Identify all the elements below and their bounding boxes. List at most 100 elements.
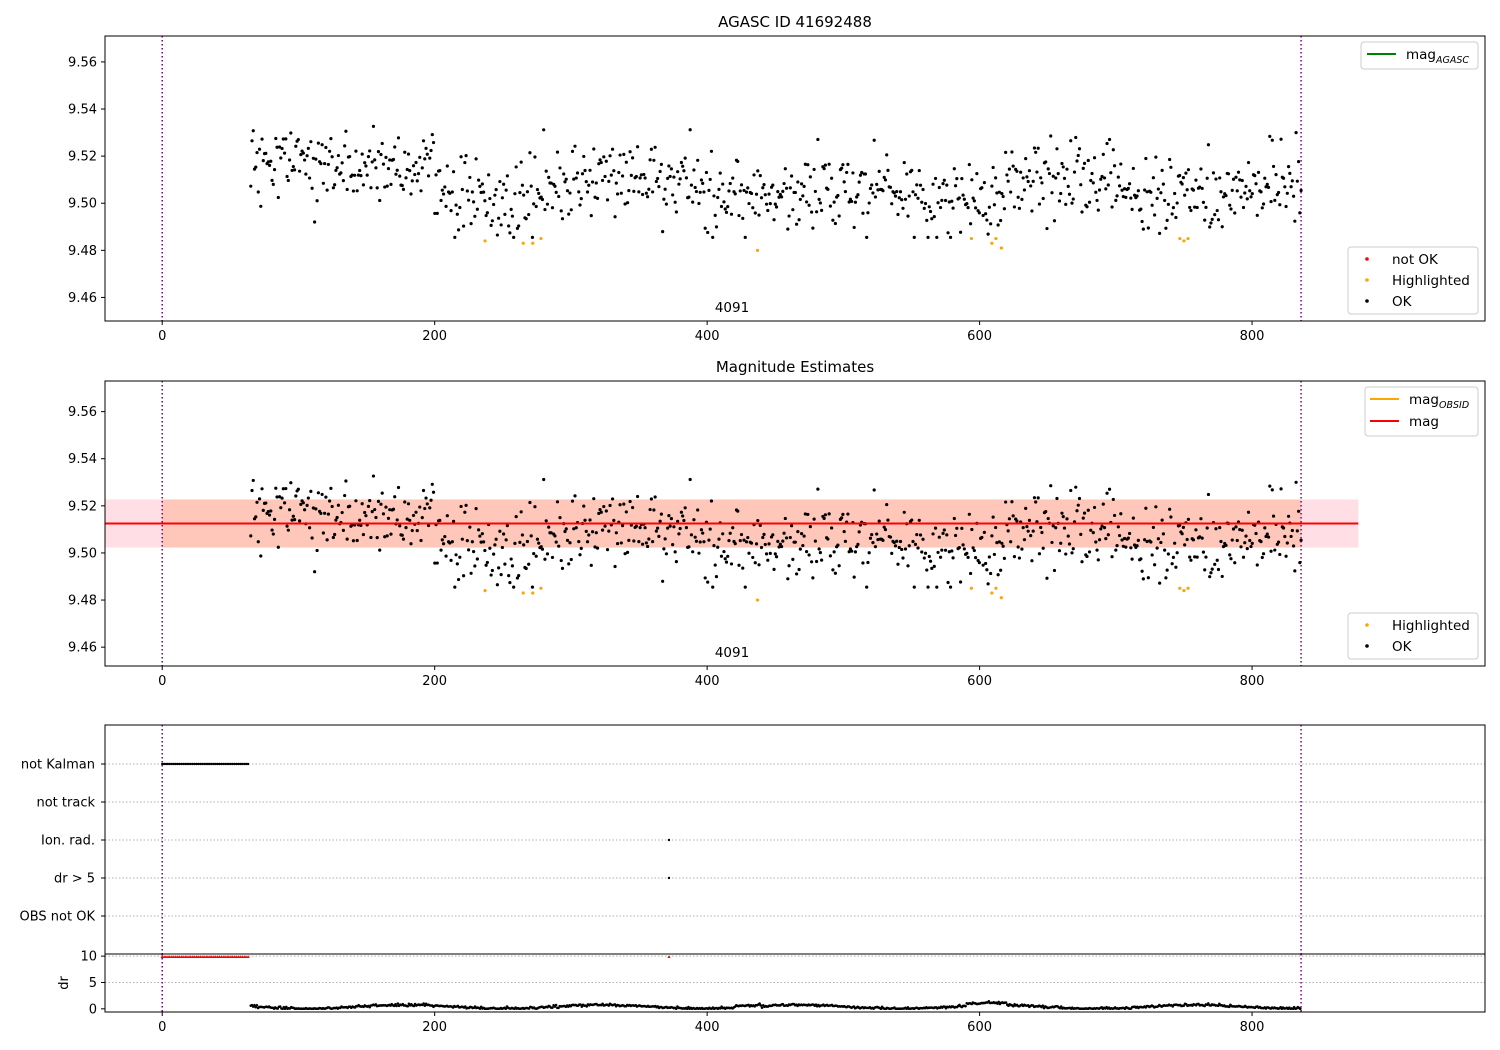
ok-point: [453, 585, 457, 589]
ok-point: [1070, 201, 1074, 205]
ok-point: [744, 190, 749, 194]
ok-point: [940, 198, 944, 202]
ok-point: [971, 546, 975, 550]
ok-point: [982, 181, 986, 185]
ok-point: [354, 149, 358, 153]
ok-point: [1067, 542, 1072, 546]
ok-point: [316, 491, 320, 495]
ok-point: [503, 562, 507, 566]
ok-point: [489, 223, 493, 227]
ok-point: [967, 512, 971, 516]
ok-point: [269, 159, 273, 163]
ok-point: [861, 211, 865, 215]
ok-point: [1045, 576, 1049, 580]
flag-point: [185, 762, 189, 766]
ok-point: [260, 487, 264, 491]
xtick-label: 600: [967, 1020, 992, 1035]
ok-point: [721, 532, 725, 536]
ok-point: [428, 506, 432, 510]
ok-point: [746, 186, 750, 190]
ok-point: [881, 189, 885, 193]
ok-point: [492, 202, 496, 207]
ok-point: [443, 535, 447, 539]
ok-point: [654, 179, 658, 184]
ok-point: [950, 199, 954, 203]
ok-point: [385, 184, 389, 188]
ok-point: [797, 218, 801, 222]
ok-point: [575, 171, 580, 175]
ok-point: [336, 153, 340, 158]
ok-point: [369, 535, 373, 540]
ok-point: [992, 203, 996, 207]
ok-point: [674, 560, 679, 564]
ok-point: [651, 540, 655, 544]
ytick-label: 9.50: [68, 546, 97, 561]
ok-point: [1085, 554, 1089, 559]
ok-point: [723, 207, 727, 211]
ok-point: [256, 190, 260, 194]
ok-point: [990, 184, 994, 188]
ok-point: [699, 178, 704, 182]
ok-point: [843, 190, 848, 194]
ok-point: [321, 181, 325, 185]
ok-point: [1051, 524, 1055, 528]
ok-point: [1268, 484, 1272, 488]
ok-point: [1266, 535, 1271, 539]
ok-point: [861, 561, 865, 565]
ok-point: [629, 173, 633, 177]
ok-point: [1135, 544, 1139, 548]
ok-point: [411, 164, 416, 168]
ok-point: [1286, 514, 1291, 518]
ok-point: [468, 525, 472, 529]
ok-point: [535, 187, 540, 192]
ok-point: [661, 229, 665, 234]
xtick-label: 800: [1240, 1020, 1265, 1035]
ok-point: [1074, 135, 1078, 140]
ok-point: [1092, 505, 1097, 510]
ok-point: [798, 547, 802, 551]
ok-point: [805, 550, 809, 554]
ok-point: [340, 161, 344, 165]
ok-point: [282, 501, 287, 505]
ok-point: [365, 173, 369, 177]
ok-point: [1061, 515, 1065, 519]
ok-point: [555, 500, 560, 504]
ok-point: [1271, 164, 1276, 169]
ok-point: [774, 205, 779, 209]
ok-point: [1206, 143, 1211, 147]
flag-point: [225, 762, 229, 766]
ok-point: [625, 550, 630, 555]
xtick-label: 800: [1240, 329, 1265, 344]
ok-point: [885, 153, 889, 157]
ok-point: [799, 182, 804, 186]
ok-point: [607, 529, 611, 533]
ok-point: [431, 140, 436, 145]
ok-point: [873, 195, 878, 199]
ok-point: [340, 510, 344, 515]
ok-point: [547, 525, 551, 529]
ok-point: [1175, 201, 1179, 205]
ok-point: [1001, 194, 1005, 199]
ok-point: [667, 514, 671, 518]
ok-point: [1032, 146, 1037, 150]
ok-point: [678, 177, 682, 181]
ok-point: [529, 184, 533, 188]
ok-point: [374, 166, 378, 170]
ok-point: [1145, 539, 1149, 544]
ok-point: [921, 187, 925, 192]
ok-point: [1114, 548, 1118, 552]
ok-point: [684, 176, 689, 180]
ok-point: [731, 176, 735, 180]
ok-point: [736, 159, 740, 164]
ok-point: [659, 512, 663, 516]
ok-point: [1025, 175, 1029, 179]
ok-point: [358, 168, 362, 173]
ok-point: [1052, 219, 1057, 223]
ok-point: [1265, 532, 1269, 536]
ok-point: [371, 124, 376, 128]
ok-point: [936, 201, 940, 205]
ok-point: [415, 528, 419, 533]
ok-point: [1295, 529, 1299, 533]
ok-point: [1021, 176, 1025, 180]
